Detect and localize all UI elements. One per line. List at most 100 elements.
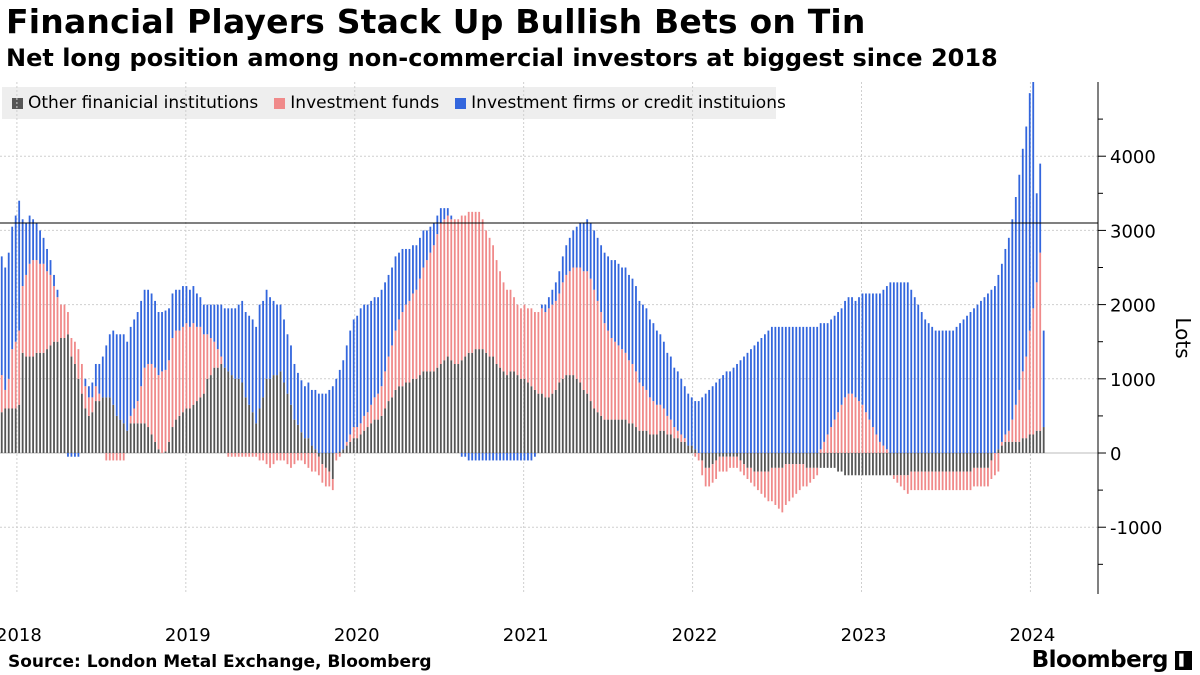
bar-segment bbox=[21, 219, 24, 287]
bar-segment bbox=[412, 245, 414, 294]
bar-segment bbox=[460, 215, 463, 361]
bar-segment bbox=[802, 453, 805, 465]
bar-segment bbox=[927, 453, 930, 472]
bar-segment bbox=[593, 289, 596, 409]
bar-segment bbox=[133, 408, 136, 424]
bar-segment bbox=[485, 230, 488, 353]
bar-segment bbox=[129, 415, 132, 424]
bar-segment bbox=[561, 378, 564, 454]
bar-segment bbox=[941, 471, 944, 491]
bar-segment bbox=[840, 404, 843, 454]
bar-segment bbox=[380, 386, 383, 416]
bar-segment bbox=[21, 352, 24, 454]
bar-segment bbox=[603, 419, 606, 454]
bar-segment bbox=[506, 289, 508, 376]
bar-segment bbox=[582, 389, 585, 454]
bar-segment bbox=[147, 289, 150, 364]
bar-segment bbox=[931, 453, 934, 472]
bar-segment bbox=[1000, 263, 1003, 442]
bar-segment bbox=[1039, 430, 1042, 454]
bar-segment bbox=[338, 453, 341, 457]
x-tick-label: 2020 bbox=[334, 625, 380, 646]
bar-segment bbox=[572, 375, 575, 454]
bar-segment bbox=[94, 363, 97, 387]
bar-segment bbox=[140, 386, 143, 424]
bar-segment bbox=[750, 453, 752, 468]
bar-segment bbox=[192, 286, 195, 324]
bar-segment bbox=[649, 319, 651, 398]
bar-segment bbox=[875, 453, 878, 476]
bar-segment bbox=[976, 304, 979, 454]
bar-segment bbox=[565, 375, 568, 454]
bar-segment bbox=[398, 252, 400, 320]
bar-segment bbox=[879, 293, 881, 442]
bar-segment bbox=[108, 334, 111, 398]
x-tick-label: 2023 bbox=[841, 625, 887, 646]
bar-segment bbox=[868, 419, 871, 454]
bar-segment bbox=[209, 375, 212, 454]
bar-segment bbox=[147, 363, 150, 428]
bar-segment bbox=[209, 338, 212, 376]
bar-segment bbox=[725, 371, 728, 454]
bar-segment bbox=[558, 271, 561, 294]
bar-segment bbox=[938, 330, 941, 454]
bar-segment bbox=[980, 300, 982, 454]
x-tick-label: 2021 bbox=[503, 625, 549, 646]
bar-segment bbox=[94, 386, 97, 402]
bar-segment bbox=[91, 382, 94, 398]
bar-segment bbox=[0, 375, 3, 413]
bar-segment bbox=[708, 453, 711, 468]
y-axis-title: Lots bbox=[1171, 317, 1195, 358]
bar-segment bbox=[412, 378, 414, 454]
bar-segment bbox=[614, 419, 616, 454]
bar-segment bbox=[680, 378, 683, 435]
bar-segment bbox=[21, 286, 24, 353]
bar-segment bbox=[906, 282, 909, 454]
bar-segment bbox=[25, 222, 28, 275]
bar-segment bbox=[244, 397, 247, 454]
bar-segment bbox=[764, 334, 766, 454]
bar-segment bbox=[544, 397, 547, 454]
bar-segment bbox=[168, 441, 170, 454]
bar-segment bbox=[858, 297, 860, 402]
bar-segment bbox=[122, 423, 125, 454]
bar-segment bbox=[931, 326, 934, 454]
bar-segment bbox=[777, 326, 780, 454]
bar-segment bbox=[244, 312, 247, 398]
bar-segment bbox=[589, 401, 592, 454]
bar-segment bbox=[774, 467, 777, 505]
bar-segment bbox=[830, 319, 833, 428]
bloomberg-terminal-icon: ▌ bbox=[1175, 651, 1192, 670]
bar-segment bbox=[826, 453, 829, 468]
bar-segment bbox=[676, 371, 679, 431]
bar-segment bbox=[568, 237, 571, 272]
bar-segment bbox=[304, 453, 306, 465]
bar-segment bbox=[363, 415, 366, 431]
bar-segment bbox=[715, 453, 718, 461]
bar-segment bbox=[899, 282, 902, 454]
bar-segment bbox=[384, 408, 386, 454]
bar-segment bbox=[753, 345, 756, 454]
bar-segment bbox=[624, 352, 627, 420]
bar-segment bbox=[481, 453, 484, 461]
bar-segment bbox=[788, 464, 791, 502]
bar-segment bbox=[304, 438, 306, 454]
bar-segment bbox=[317, 456, 320, 476]
bar-segment bbox=[805, 453, 808, 468]
bar-segment bbox=[704, 467, 707, 487]
bar-segment bbox=[732, 456, 735, 468]
bar-segment bbox=[363, 430, 366, 454]
bar-segment bbox=[317, 393, 320, 454]
bar-segment bbox=[401, 312, 404, 387]
bar-segment bbox=[248, 315, 251, 405]
bar-segment bbox=[697, 401, 700, 454]
bar-segment bbox=[784, 326, 787, 454]
bar-segment bbox=[74, 453, 76, 457]
bar-segment bbox=[910, 289, 913, 454]
bar-segment bbox=[506, 453, 508, 461]
bar-segment bbox=[642, 304, 644, 387]
bar-segment bbox=[851, 393, 853, 454]
bar-segment bbox=[279, 371, 282, 454]
bar-segment bbox=[53, 341, 55, 454]
bar-segment bbox=[42, 263, 45, 353]
